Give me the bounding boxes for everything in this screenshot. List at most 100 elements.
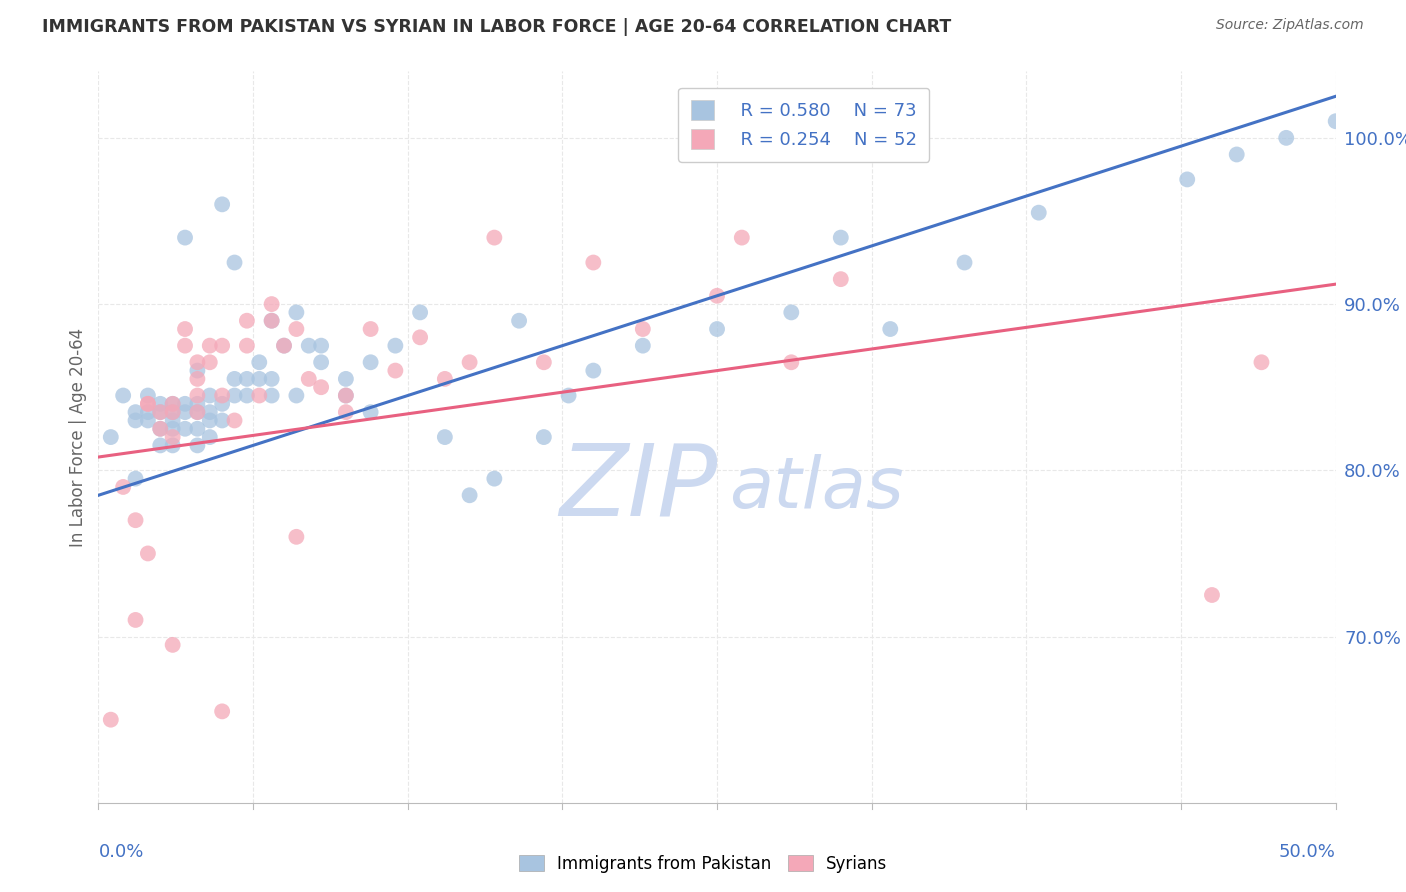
Point (124, 513, 146, 527)
Point (149, 397, 172, 411)
Point (186, 372, 208, 386)
Text: ZIP: ZIP (558, 440, 717, 537)
Point (335, 405, 357, 419)
Point (1175, 172, 1198, 186)
Legend:   R = 0.580    N = 73,   R = 0.254    N = 52: R = 0.580 N = 73, R = 0.254 N = 52 (678, 87, 929, 161)
Point (162, 422, 184, 436)
Point (335, 372, 357, 386)
Point (224, 388, 246, 402)
Point (706, 289, 728, 303)
Point (149, 422, 172, 436)
Point (162, 405, 184, 419)
Point (780, 355, 803, 369)
Point (174, 230, 197, 244)
Point (174, 339, 197, 353)
Point (582, 255, 605, 269)
Point (186, 388, 208, 402)
Point (174, 397, 197, 411)
Point (309, 380, 332, 394)
Point (186, 438, 208, 452)
Point (879, 322, 901, 336)
Point (211, 388, 233, 402)
Point (458, 355, 481, 369)
Point (162, 413, 184, 427)
Point (162, 438, 184, 452)
Point (149, 405, 172, 419)
Point (186, 355, 208, 369)
Point (162, 397, 184, 411)
Point (136, 546, 159, 560)
Point (211, 339, 233, 353)
Point (162, 638, 184, 652)
Point (224, 413, 246, 427)
Point (285, 305, 308, 319)
Point (384, 339, 406, 353)
Point (174, 322, 197, 336)
Point (211, 397, 233, 411)
Point (830, 272, 852, 286)
Point (298, 372, 321, 386)
Point (433, 372, 456, 386)
Point (211, 704, 233, 718)
Point (508, 314, 530, 328)
Point (285, 388, 308, 402)
Point (631, 322, 654, 336)
Point (236, 339, 259, 353)
Point (247, 388, 270, 402)
Point (247, 355, 270, 369)
Point (236, 372, 259, 386)
Point (273, 339, 295, 353)
Point (100, 713, 122, 727)
Point (186, 405, 208, 419)
Point (198, 430, 221, 444)
Point (1324, 114, 1347, 128)
Point (731, 230, 754, 244)
Point (236, 314, 259, 328)
Point (260, 388, 283, 402)
Point (149, 405, 172, 419)
Point (136, 397, 159, 411)
Point (260, 297, 283, 311)
Point (360, 322, 382, 336)
Point (224, 372, 246, 386)
Point (309, 339, 332, 353)
Point (260, 372, 283, 386)
Point (830, 230, 852, 244)
Point (384, 363, 406, 377)
Point (162, 397, 184, 411)
Point (124, 413, 146, 427)
Point (706, 322, 728, 336)
Point (124, 472, 146, 486)
Point (1275, 131, 1298, 145)
Point (162, 430, 184, 444)
Point (409, 305, 432, 319)
Text: 50.0%: 50.0% (1279, 843, 1336, 861)
Y-axis label: In Labor Force | Age 20-64: In Labor Force | Age 20-64 (69, 327, 87, 547)
Point (100, 430, 122, 444)
Text: atlas: atlas (730, 454, 904, 523)
Point (260, 314, 283, 328)
Point (260, 314, 283, 328)
Point (1028, 205, 1050, 219)
Point (211, 413, 233, 427)
Point (1250, 355, 1272, 369)
Point (174, 405, 197, 419)
Point (186, 363, 208, 377)
Point (533, 430, 555, 444)
Point (335, 388, 357, 402)
Text: 0.0%: 0.0% (98, 843, 143, 861)
Point (186, 422, 208, 436)
Point (557, 388, 579, 402)
Point (953, 255, 976, 269)
Point (174, 422, 197, 436)
Point (1226, 147, 1249, 161)
Point (136, 397, 159, 411)
Point (780, 305, 803, 319)
Point (247, 372, 270, 386)
Text: IMMIGRANTS FROM PAKISTAN VS SYRIAN IN LABOR FORCE | AGE 20-64 CORRELATION CHART: IMMIGRANTS FROM PAKISTAN VS SYRIAN IN LA… (42, 18, 952, 36)
Text: Source: ZipAtlas.com: Source: ZipAtlas.com (1216, 18, 1364, 32)
Point (211, 197, 233, 211)
Point (409, 330, 432, 344)
Point (112, 388, 135, 402)
Point (631, 339, 654, 353)
